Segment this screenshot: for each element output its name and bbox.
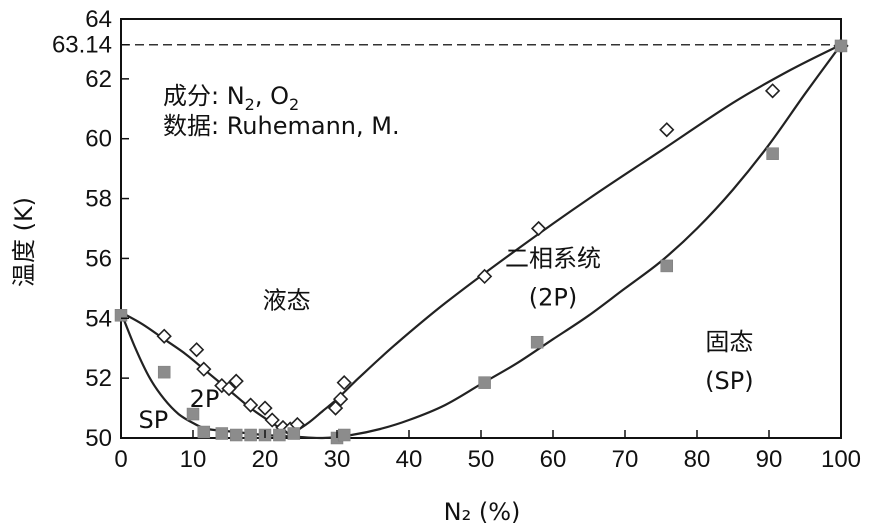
solid-square-point (215, 427, 229, 440)
data-source-text: 数据: Ruhemann, M. (163, 112, 400, 140)
components-n: N (227, 82, 245, 110)
liquid-diamond-point (257, 400, 273, 416)
x-tick-label: 50 (468, 446, 495, 473)
components-o-subscript: 2 (289, 95, 299, 114)
x-tick-label: 10 (180, 446, 207, 473)
solid-square-point (244, 428, 257, 442)
components-n-subscript: 2 (245, 95, 255, 114)
phase-annotation: 液态 (263, 286, 311, 314)
liquid-diamond-point (228, 373, 244, 389)
components-separator: , O (255, 82, 289, 110)
liquid-diamond-point (530, 220, 547, 237)
liquid-diamond-point (196, 361, 212, 377)
liquid-diamond-point (264, 412, 280, 428)
data-points (114, 38, 849, 445)
solid-square-point (660, 259, 674, 273)
solid-square-point (287, 427, 301, 440)
axis-ticks: 0 10 20 30 40 50 60 70 80 90 100 50 52 54 56 58 60 62 64 (85, 6, 861, 473)
reference-line-group: 63.14 (52, 32, 841, 59)
liquid-diamond-point (332, 391, 349, 407)
y-tick-label: 60 (85, 126, 112, 153)
solid-square-point (478, 376, 491, 389)
y-tick-label: 50 (85, 425, 112, 452)
phase-annotation: 二相系统 (505, 244, 601, 272)
solid-square-point (273, 428, 286, 442)
solid-square-point (834, 39, 848, 53)
solid-square-point (114, 309, 128, 322)
liquid-diamond-point (188, 342, 205, 358)
y-tick-label: 52 (85, 365, 112, 392)
solid-square-point (197, 425, 211, 439)
solid-square-point (157, 365, 171, 379)
liquid-diamond-point (476, 268, 493, 285)
y-tick-label: 62 (85, 66, 112, 93)
phase-annotation: (SP) (705, 367, 753, 395)
x-tick-label: 20 (252, 446, 279, 473)
solid-square-point (766, 147, 779, 160)
y-axis-title: 温度 (K) (10, 197, 38, 287)
x-tick-label: 30 (324, 446, 351, 473)
y-tick-label: 54 (85, 305, 112, 332)
liquid-diamond-point (221, 380, 237, 397)
x-tick-label: 70 (612, 446, 639, 473)
solid-square-point (229, 428, 243, 442)
x-tick-label: 60 (540, 446, 567, 473)
solid-square-point (530, 335, 544, 349)
y-tick-label: 58 (85, 186, 112, 213)
x-tick-label: 90 (756, 446, 783, 473)
liquid-diamond-point (156, 328, 172, 344)
y-tick-label: 64 (85, 6, 112, 33)
solid-square-point (186, 407, 200, 421)
liquidus-right-curve (289, 43, 842, 436)
x-axis-title: N₂ (%) (444, 498, 521, 526)
x-tick-label: 100 (821, 446, 861, 473)
x-tick-label: 80 (684, 446, 711, 473)
solidus-right-curve (293, 44, 842, 440)
liquid-diamond-point (764, 83, 781, 99)
liquid-diamond-point (242, 397, 259, 413)
phase-annotation: (2P) (529, 283, 577, 311)
phase-annotation: SP (139, 406, 169, 434)
liquid-diamond-point (659, 122, 675, 138)
liquid-diamond-point (336, 375, 352, 391)
reference-value-label: 63.14 (52, 32, 112, 59)
x-tick-label: 0 (114, 446, 127, 473)
x-tick-label: 40 (396, 446, 423, 473)
components-label: 成分: (163, 82, 227, 110)
phase-annotations: 液态 二相系统 (2P) 固态 (SP) SP 2P (139, 244, 754, 434)
phase-annotation: 2P (190, 385, 220, 413)
y-tick-label: 56 (85, 245, 112, 272)
phase-annotation: 固态 (705, 328, 753, 356)
components-legend: 成分: N2, O2 (163, 82, 299, 114)
solid-square-point (337, 428, 351, 442)
